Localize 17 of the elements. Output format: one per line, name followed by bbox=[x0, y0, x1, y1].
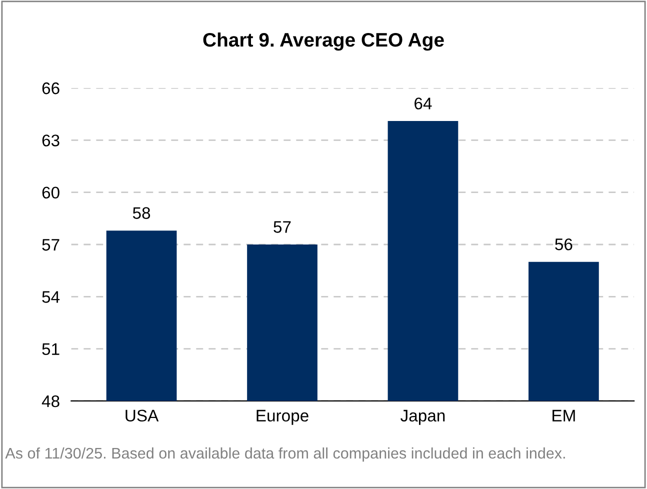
y-tick-label: 66 bbox=[42, 82, 60, 94]
y-tick-label: 60 bbox=[42, 186, 60, 199]
text: As of 11/30/25. Based on available data from all companies included in each index. bbox=[5, 447, 565, 462]
data-label: 56 bbox=[555, 238, 572, 250]
x-tick-label: USA bbox=[126, 410, 159, 422]
chart-title: Chart 9. Average CEO Age bbox=[203, 32, 444, 51]
x-tick-label: EM bbox=[552, 410, 575, 422]
x-tick-label: Japan bbox=[400, 410, 445, 425]
y-tick-label: 63 bbox=[42, 134, 60, 146]
y-tick-label: 51 bbox=[42, 343, 60, 356]
y-tick-label: 48 bbox=[42, 395, 60, 408]
x-tick-label: Europe bbox=[256, 410, 308, 425]
y-tick-label: 54 bbox=[42, 291, 60, 303]
data-label: 58 bbox=[132, 207, 150, 219]
data-label: 57 bbox=[274, 221, 291, 233]
y-tick-label: 57 bbox=[42, 239, 60, 251]
data-label: 64 bbox=[414, 98, 432, 110]
